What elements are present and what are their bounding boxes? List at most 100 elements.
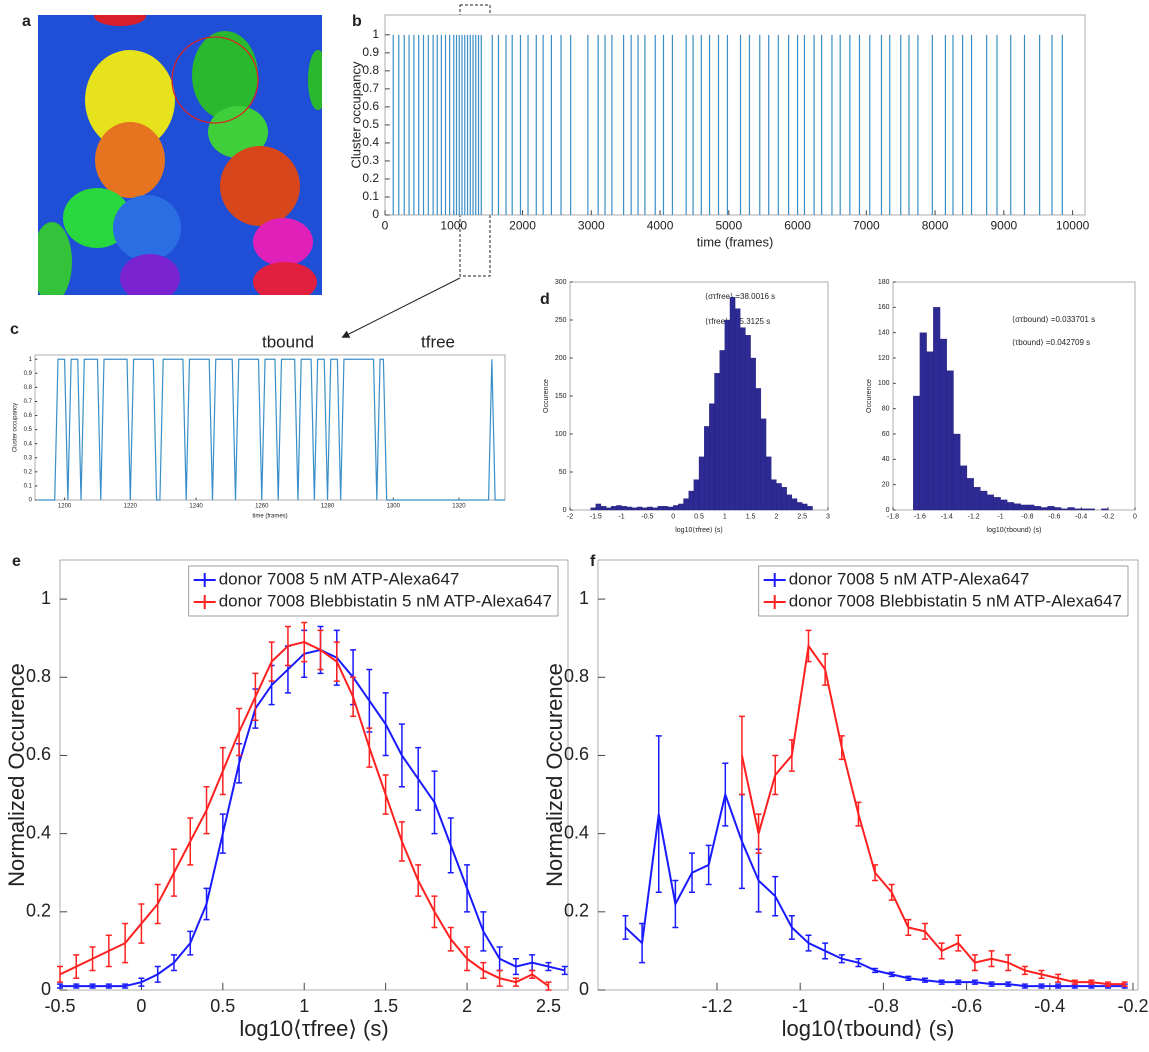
y-tick-label: 0.5 xyxy=(24,427,33,433)
error-bar xyxy=(805,629,812,663)
y-tick-label: 1 xyxy=(579,588,589,608)
error-bar xyxy=(838,735,845,761)
histogram-bar xyxy=(647,506,653,511)
error-bar xyxy=(639,922,646,964)
error-bar xyxy=(382,692,389,757)
cell xyxy=(192,31,258,119)
y-tick-label: 0.6 xyxy=(26,744,51,764)
error-bar xyxy=(921,922,928,940)
x-tick-label: 2.5 xyxy=(536,996,561,1016)
x-tick-label: -1 xyxy=(618,513,624,520)
x-tick-label: -1.6 xyxy=(914,513,926,520)
error-bar xyxy=(252,672,259,722)
x-tick-label: -1.2 xyxy=(701,996,732,1016)
histogram-bar xyxy=(1013,503,1021,511)
panel-label: b xyxy=(352,13,362,30)
histogram-bar xyxy=(631,507,638,511)
error-bar xyxy=(105,983,112,989)
error-bar xyxy=(480,911,487,952)
cell xyxy=(85,50,175,150)
error-bar xyxy=(822,653,829,686)
histogram-bar xyxy=(734,308,741,511)
error-bar xyxy=(284,625,291,667)
y-tick-label: 0 xyxy=(41,979,51,999)
x-tick-label: 1240 xyxy=(189,503,203,509)
error-bar xyxy=(1055,983,1062,989)
legend-symbol xyxy=(763,573,786,587)
histogram-bar xyxy=(973,487,981,511)
error-bar xyxy=(672,879,679,929)
legend-symbol xyxy=(193,595,216,609)
error-bar xyxy=(105,934,112,968)
error-bar xyxy=(219,813,226,854)
annotation: tfree xyxy=(421,332,455,351)
error-bar xyxy=(122,922,129,964)
y-tick-label: 0.8 xyxy=(24,385,33,391)
histogram-bar xyxy=(1101,508,1109,511)
legend-label: donor 7008 5 nM ATP-Alexa647 xyxy=(219,569,460,588)
error-bar xyxy=(203,785,210,835)
y-tick-label: 1 xyxy=(29,357,33,363)
annotation: tbound xyxy=(262,332,314,351)
error-bar xyxy=(822,942,829,960)
y-tick-label: 0.2 xyxy=(26,901,51,921)
x-tick-label: 0.5 xyxy=(694,513,704,520)
plot-frame xyxy=(59,559,569,991)
error-bar xyxy=(398,821,405,862)
histogram-bar xyxy=(802,503,808,511)
histogram-bar xyxy=(750,357,756,511)
error-bar xyxy=(512,957,519,976)
error-bar xyxy=(333,641,340,682)
error-bar xyxy=(415,746,422,811)
legend-box xyxy=(188,565,559,617)
histogram-bar xyxy=(960,465,968,511)
x-tick-label: 1300 xyxy=(387,503,401,509)
y-tick-label: 0 xyxy=(563,507,567,514)
error-bar xyxy=(301,621,308,663)
histogram-bar xyxy=(595,503,602,511)
x-tick-label: 3 xyxy=(826,513,830,520)
y-tick-label: 0.2 xyxy=(24,469,33,475)
error-bar xyxy=(705,844,712,886)
histogram-bar xyxy=(657,506,664,511)
histogram-bar xyxy=(662,506,669,511)
error-bar xyxy=(366,727,373,768)
error-bar xyxy=(655,735,662,894)
error-bar xyxy=(561,965,568,976)
legend: donor 7008 5 nM ATP-Alexa647 donor 7008 B… xyxy=(758,565,1129,617)
error-bar xyxy=(268,641,275,682)
error-bar xyxy=(905,918,912,937)
y-tick-label: 0.6 xyxy=(24,413,33,419)
y-tick-label: 0.2 xyxy=(362,171,379,185)
x-tick-label: 6000 xyxy=(784,219,811,233)
error-bar xyxy=(955,934,962,952)
y-tick-label: 0.7 xyxy=(362,81,379,95)
error-bar xyxy=(855,801,862,827)
zoom-arrow xyxy=(341,277,461,338)
histogram-bar xyxy=(791,498,798,511)
histogram-bar xyxy=(771,479,777,511)
error-bar xyxy=(415,864,422,897)
y-tick-label: 180 xyxy=(878,279,890,286)
x-tick-label: -1 xyxy=(792,996,808,1016)
error-bar xyxy=(464,864,471,913)
cell xyxy=(113,195,181,261)
histogram-bar xyxy=(688,490,694,511)
histogram-bar xyxy=(667,506,674,511)
y-tick-label: 0.9 xyxy=(24,371,33,377)
histogram-bar xyxy=(616,505,622,511)
y-tick-label: 200 xyxy=(555,355,567,362)
y-tick-label: 0.8 xyxy=(564,666,589,686)
error-bar xyxy=(855,957,862,968)
histogram-bar xyxy=(781,487,787,511)
error-bar xyxy=(382,774,389,815)
panel-label: e xyxy=(12,553,21,570)
error-bar xyxy=(447,817,454,874)
error-bar xyxy=(57,965,63,983)
error-bar xyxy=(689,852,696,894)
error-bar xyxy=(236,707,243,757)
x-tick-label: 0.5 xyxy=(210,996,235,1016)
y-tick-label: 0 xyxy=(372,207,379,221)
x-tick-label: 1320 xyxy=(452,503,466,509)
error-bar xyxy=(1121,981,1128,987)
